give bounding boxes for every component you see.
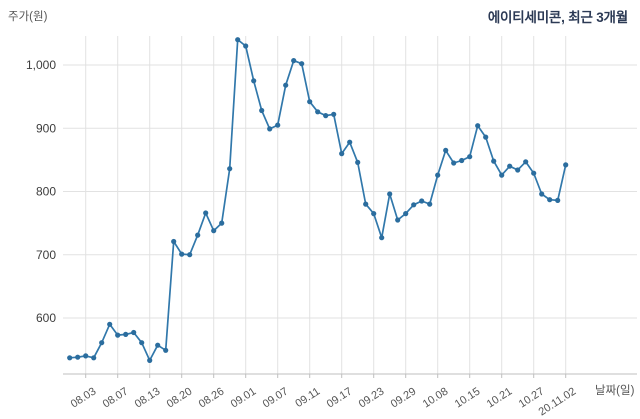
data-point[interactable]: [171, 238, 177, 245]
data-point[interactable]: [219, 220, 225, 226]
data-point[interactable]: [347, 139, 353, 145]
x-tick-label: 09.07: [261, 385, 291, 410]
data-point[interactable]: [379, 235, 385, 241]
x-tick-label: 09.17: [325, 385, 355, 410]
x-tick-label: 08.20: [165, 385, 195, 410]
data-point[interactable]: [163, 347, 169, 353]
data-point[interactable]: [387, 191, 393, 197]
data-point[interactable]: [291, 58, 297, 64]
data-point[interactable]: [131, 329, 137, 336]
data-point[interactable]: [531, 170, 537, 176]
data-point[interactable]: [91, 355, 97, 361]
data-point[interactable]: [363, 201, 369, 207]
data-point[interactable]: [275, 122, 281, 128]
x-tick-label: 08.03: [69, 385, 99, 410]
x-tick-label: 10.08: [421, 385, 451, 410]
x-tick-label: 09.23: [357, 385, 387, 410]
data-point[interactable]: [307, 99, 313, 105]
data-point[interactable]: [427, 201, 433, 207]
x-tick-label: 09.11: [293, 385, 322, 410]
data-point[interactable]: [299, 61, 305, 67]
data-point[interactable]: [459, 157, 465, 164]
y-tick-label: 700: [36, 248, 56, 262]
x-tick-label: 10.15: [453, 385, 483, 410]
x-tick-label: 10.21: [485, 385, 515, 410]
data-point[interactable]: [403, 211, 409, 217]
data-point[interactable]: [283, 82, 289, 88]
data-point[interactable]: [243, 43, 249, 49]
data-point[interactable]: [187, 252, 193, 258]
data-point[interactable]: [323, 113, 329, 119]
x-tick-label: 08.26: [197, 385, 227, 410]
data-point[interactable]: [315, 109, 321, 115]
data-point[interactable]: [227, 166, 233, 172]
data-point[interactable]: [411, 202, 417, 208]
y-tick-label: 900: [36, 121, 56, 135]
data-point[interactable]: [435, 172, 441, 178]
data-point[interactable]: [499, 172, 505, 178]
data-point[interactable]: [467, 154, 473, 160]
data-point[interactable]: [539, 191, 545, 197]
y-tick-label: 800: [36, 185, 56, 199]
data-point[interactable]: [107, 321, 113, 327]
data-point[interactable]: [195, 232, 201, 238]
data-point[interactable]: [475, 123, 481, 129]
data-point[interactable]: [211, 228, 217, 234]
data-point[interactable]: [203, 210, 209, 216]
data-point[interactable]: [267, 126, 273, 132]
data-point[interactable]: [115, 332, 121, 338]
chart-title: 에이티세미콘, 최근 3개월: [487, 10, 628, 25]
data-point[interactable]: [483, 134, 489, 140]
data-point[interactable]: [67, 355, 73, 361]
data-point[interactable]: [155, 342, 161, 348]
data-point[interactable]: [563, 162, 569, 168]
data-point[interactable]: [395, 217, 401, 223]
data-point[interactable]: [515, 167, 521, 173]
x-tick-label: 09.01: [229, 385, 259, 410]
data-point[interactable]: [147, 357, 153, 363]
data-point[interactable]: [251, 78, 257, 84]
data-point[interactable]: [419, 198, 425, 204]
data-point[interactable]: [507, 163, 513, 169]
data-point[interactable]: [331, 111, 337, 117]
data-point[interactable]: [443, 147, 449, 153]
x-tick-label: 08.07: [101, 385, 131, 410]
data-point[interactable]: [75, 354, 81, 360]
data-point[interactable]: [339, 151, 345, 157]
data-point[interactable]: [259, 107, 265, 114]
price-line: [68, 38, 567, 362]
data-point[interactable]: [355, 159, 361, 165]
data-point[interactable]: [547, 197, 553, 203]
data-point[interactable]: [555, 197, 561, 203]
x-tick-label: 08.13: [133, 385, 163, 410]
data-point[interactable]: [179, 251, 185, 257]
y-axis-title: 주가(원): [8, 11, 48, 23]
data-point[interactable]: [123, 331, 129, 337]
y-tick-label: 1,000: [26, 58, 56, 72]
x-tick-label: 09.29: [389, 385, 419, 410]
data-point[interactable]: [235, 37, 241, 43]
data-point[interactable]: [451, 160, 457, 166]
data-point[interactable]: [491, 158, 497, 164]
y-tick-label: 600: [36, 311, 56, 325]
data-point[interactable]: [139, 340, 145, 346]
data-point[interactable]: [99, 340, 105, 346]
data-point[interactable]: [523, 159, 529, 165]
data-point[interactable]: [371, 211, 377, 217]
data-point[interactable]: [83, 353, 89, 359]
x-axis-title: 날짜(일): [595, 385, 635, 397]
